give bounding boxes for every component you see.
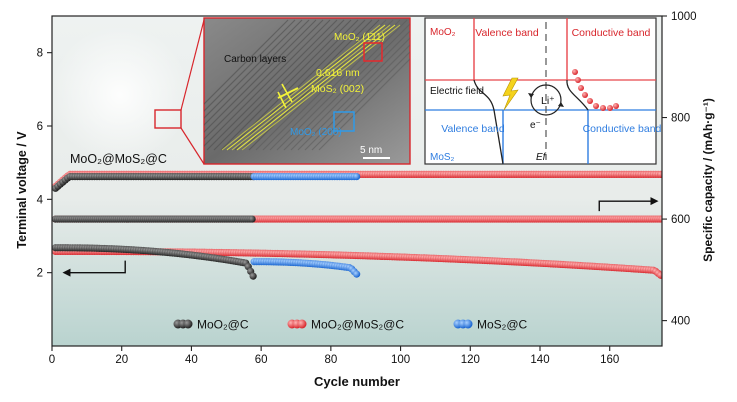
cycle-arrowhead: [528, 93, 534, 98]
y-tick-label-left: 2: [37, 268, 43, 280]
legend-label: MoS₂@C: [477, 318, 528, 332]
band-label-electric-field: Electric field: [430, 86, 484, 97]
legend-item: MoO₂@MoS₂@C: [287, 318, 404, 332]
tem-label-spacing: 0.616 nm: [316, 67, 360, 79]
legend: MoO₂@C MoO₂@MoS₂@C MoS₂@C: [173, 318, 528, 332]
band-bending-left: [473, 79, 504, 165]
band-label-fermi: Ef: [536, 152, 547, 163]
voltage-upper-point: [353, 173, 361, 181]
zoom-region-box: [154, 109, 182, 129]
axis-ticks: 0 20 40 60 80 100 120 140 160 2 4 6 8 400 600 800 1000: [37, 11, 697, 366]
tem-spacing-marker: [277, 87, 299, 99]
x-tick-label: 140: [530, 354, 549, 366]
li-ion-cycle: [530, 84, 562, 116]
zoom-connector-bottom: [180, 127, 205, 165]
y-axis-title-left: Terminal voltage / V: [15, 131, 29, 249]
x-tick-label: 80: [324, 354, 337, 366]
band-label-moo2: MoO₂: [430, 27, 456, 38]
band-label-moo2-conduction: Conductive band: [572, 27, 651, 39]
voltage-lower-point: [249, 272, 257, 280]
tem-spacing-marker: [277, 91, 287, 109]
y-tick-label-right: 400: [671, 316, 690, 328]
tem-label-moo2-111: MoO₂ (1̄11): [334, 32, 385, 43]
legend-item: MoS₂@C: [453, 318, 528, 332]
band-label-mos2-conduction: Conductive band: [583, 123, 662, 135]
tem-spacing-marker: [281, 83, 293, 103]
x-tick-label: 40: [185, 354, 198, 366]
y-tick-label-left: 8: [37, 48, 43, 60]
legend-label: MoO₂@C: [197, 318, 249, 332]
capacity-point: [658, 215, 662, 223]
y-tick-label-right: 600: [671, 214, 690, 226]
band-bending-right: [566, 79, 589, 111]
tem-label-moo2-200: MoO₂ (200): [290, 127, 342, 138]
tem-scalebar-label: 5 nm: [360, 145, 382, 156]
tem-inset: Carbon layers 0.616 nm MoS₂ (002) MoO₂ (…: [203, 17, 411, 165]
data-points: [52, 170, 662, 280]
tem-red-box: [363, 42, 383, 62]
band-diagram-inset: MoO₂ Valence band Conductive band Electr…: [424, 17, 662, 165]
band-label-e: e⁻: [530, 120, 541, 131]
tem-label-carbon: Carbon layers: [224, 54, 286, 65]
x-tick-label: 120: [461, 354, 480, 366]
lightning-icon: [502, 77, 519, 111]
voltage-upper-point: [657, 170, 662, 178]
tem-blue-box: [333, 111, 355, 132]
y-tick-label-right: 1000: [671, 11, 697, 23]
tem-label-mos2: MoS₂ (002): [311, 83, 364, 95]
band-label-li: Li⁺: [541, 95, 555, 107]
capacity-point: [248, 215, 256, 223]
band-label-mos2-valence: Valence band: [441, 123, 505, 135]
ion-dots: [572, 69, 619, 111]
y-tick-label-left: 6: [37, 121, 43, 133]
x-axis-title: Cycle number: [314, 374, 400, 389]
cycle-arrowhead: [558, 102, 564, 107]
x-tick-label: 160: [600, 354, 619, 366]
zoom-connector-top: [180, 19, 205, 111]
y-tick-label-right: 800: [671, 113, 690, 125]
y-axis-title-right: Specific capacity / (mAh·g⁻¹): [701, 98, 715, 262]
right-axis-arrow: [598, 197, 659, 212]
sample-label: MoO₂@MoS₂@C: [70, 152, 167, 166]
legend-item: MoO₂@C: [173, 318, 249, 332]
background-glow: [50, 25, 190, 165]
voltage-lower-point: [657, 271, 662, 279]
voltage-lower-point: [353, 270, 361, 278]
x-tick-label: 100: [391, 354, 410, 366]
plot-frame: [51, 15, 663, 347]
y-tick-label-left: 4: [37, 194, 44, 206]
band-label-mos2: MoS₂: [430, 152, 455, 163]
band-label-moo2-valence: Valence band: [475, 27, 539, 39]
tem-lattice-fringes: [204, 19, 410, 151]
x-tick-label: 0: [49, 354, 55, 366]
x-tick-label: 20: [115, 354, 128, 366]
left-axis-arrow: [62, 260, 126, 277]
x-tick-label: 60: [255, 354, 268, 366]
legend-label: MoO₂@MoS₂@C: [311, 318, 404, 332]
